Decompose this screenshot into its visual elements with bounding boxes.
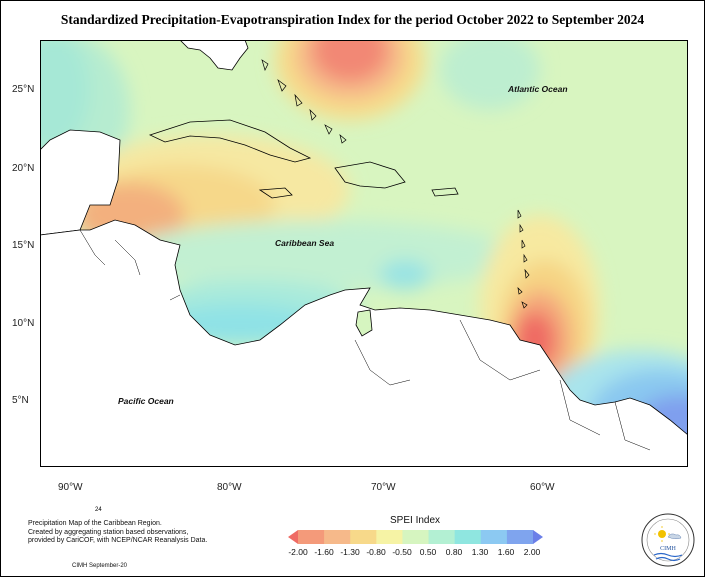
hispaniola (334, 161, 406, 189)
legend-swatch (428, 530, 456, 544)
legend-swatch (402, 530, 430, 544)
legend-tick: 0.80 (445, 547, 463, 557)
footer-line-1: Precipitation Map of the Caribbean Regio… (28, 520, 162, 527)
map-panel[interactable] (40, 40, 688, 467)
country-borders (79, 229, 651, 451)
legend-swatch (324, 530, 351, 544)
legend-swatch (298, 530, 325, 544)
footer-version: CIMH September-20 (72, 563, 128, 569)
lon-tick-90w: 90°W (58, 482, 83, 493)
cimh-logo: CIMH (641, 513, 695, 567)
lat-tick-25n: 25°N (12, 84, 35, 95)
legend-tick: -1.30 (340, 547, 360, 557)
lat-tick-20n: 20°N (12, 163, 35, 174)
legend-swatch (480, 530, 508, 544)
legend-swatch (350, 530, 377, 544)
land-masses (40, 40, 688, 467)
legend-swatch-min (288, 530, 298, 544)
footer-line-3: provided by CariCOF, with NCEP/NCAR Rean… (28, 537, 208, 544)
legend-tick: 1.60 (497, 547, 515, 557)
pacific-ocean-label: Pacific Ocean (118, 396, 174, 406)
legend-swatch (454, 530, 482, 544)
legend-tick: -0.50 (392, 547, 412, 557)
lake-maracaibo (355, 309, 373, 337)
legend-tick: 1.30 (471, 547, 489, 557)
logo-text: CIMH (660, 546, 676, 552)
lat-tick-5n: 5°N (12, 395, 29, 406)
legend-swatch (506, 530, 534, 544)
legend-title: SPEI Index (390, 515, 441, 526)
legend-tick: -1.60 (314, 547, 334, 557)
lon-tick-70w: 70°W (371, 482, 396, 493)
legend-tick-labels: -2.00 -1.60 -1.30 -0.80 -0.50 0.50 0.80 1.30 1.6… (288, 547, 541, 559)
legend-tick: 0.50 (419, 547, 437, 557)
legend-swatches (288, 530, 543, 544)
florida (179, 40, 249, 71)
lat-tick-10n: 10°N (12, 318, 35, 329)
map-title: Standardized Precipitation-Evapotranspir… (60, 12, 645, 27)
lon-tick-80w: 80°W (217, 482, 242, 493)
legend-swatch (376, 530, 403, 544)
footer-line-2: Created by aggregating station based obs… (28, 528, 189, 536)
lat-tick-15n: 15°N (12, 240, 35, 251)
legend-swatch-max (533, 530, 543, 544)
legend-tick: -0.80 (366, 547, 386, 557)
footer-description: Precipitation Map of the Caribbean Regio… (28, 520, 207, 546)
footer-number: 24 (95, 507, 102, 513)
legend-tick: -2.00 (288, 547, 308, 557)
small-islands (261, 59, 530, 309)
caribbean-sea-label: Caribbean Sea (275, 238, 335, 248)
map-border (40, 40, 688, 467)
legend-colorbar (288, 530, 543, 544)
atlantic-ocean-label: Atlantic Ocean (508, 84, 568, 94)
spei-map (40, 40, 688, 467)
jamaica (258, 187, 293, 199)
south-central-america (40, 219, 688, 467)
puerto-rico (431, 187, 459, 197)
lon-tick-60w: 60°W (530, 482, 555, 493)
cuba (148, 119, 312, 163)
legend-tick: 2.00 (523, 547, 541, 557)
